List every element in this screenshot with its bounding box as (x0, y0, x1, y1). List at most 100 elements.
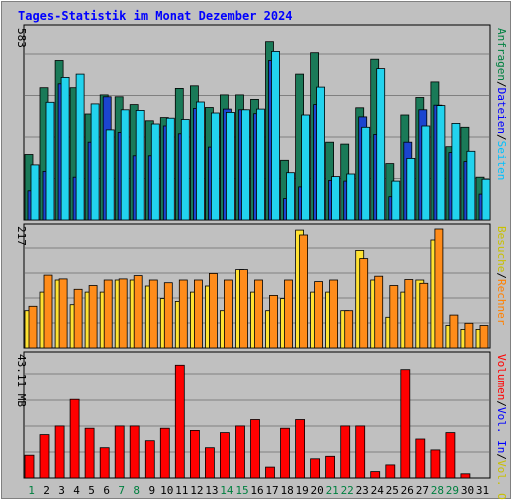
day-label: 11 (175, 484, 188, 497)
requests-legend: Anfragen/Dateien/Seiten (495, 28, 508, 180)
bar-rechner-day-14 (223, 279, 233, 349)
bar-rechner-day-10 (163, 282, 173, 349)
bar-seiten-day-4 (75, 73, 85, 221)
bar-seiten-day-22 (346, 173, 356, 221)
bar-rechner-day-6 (103, 279, 113, 349)
bar-rechner-day-17 (269, 294, 278, 349)
day-label: 2 (43, 484, 50, 497)
bar-volumen-day-10 (159, 427, 170, 479)
bar-volumen-day-7 (114, 425, 125, 479)
day-label: 17 (265, 484, 278, 497)
bar-volumen-day-15 (235, 425, 245, 479)
bar-volumen-day-17 (265, 466, 275, 479)
bar-rechner-day-5 (88, 285, 98, 349)
day-label: 10 (160, 484, 173, 497)
bar-rechner-day-3 (58, 278, 68, 349)
bar-seiten-day-26 (406, 157, 416, 221)
day-label: 25 (386, 484, 399, 497)
day-label: 1 (28, 484, 35, 497)
bar-volumen-day-19 (295, 419, 306, 479)
bar-seiten-day-14 (225, 112, 235, 221)
day-label: 7 (118, 484, 125, 497)
bar-volumen-day-20 (310, 458, 321, 479)
bar-seiten-day-17 (271, 51, 280, 221)
legend-entry: Volumen (495, 354, 508, 400)
bar-volumen-day-13 (204, 447, 215, 479)
bar-rechner-day-2 (43, 274, 53, 349)
bar-volumen-day-30 (460, 473, 471, 479)
bar-seiten-day-24 (376, 68, 386, 221)
day-label: 23 (356, 484, 369, 497)
legend-entry: Besuche (495, 226, 508, 272)
day-label: 31 (476, 484, 489, 497)
bar-volumen-day-14 (219, 432, 230, 479)
day-label: 14 (220, 484, 234, 497)
bar-seiten-day-30 (466, 150, 476, 221)
bar-volumen-day-11 (174, 364, 185, 479)
bar-seiten-day-7 (120, 109, 130, 221)
bar-volumen-day-21 (325, 455, 336, 479)
legend-entry: Vol. In (495, 407, 508, 453)
legend-entry: Vol. Out (495, 460, 508, 500)
day-label: 3 (58, 484, 65, 497)
day-label: 15 (235, 484, 248, 497)
bar-rechner-day-30 (464, 322, 474, 349)
day-label: 27 (416, 484, 429, 497)
bar-volumen-day-24 (370, 471, 381, 479)
day-label: 9 (148, 484, 155, 497)
bar-volumen-day-6 (99, 447, 110, 479)
day-label: 5 (88, 484, 95, 497)
bar-volumen-day-4 (69, 398, 80, 479)
bar-rechner-day-12 (193, 279, 203, 349)
bar-seiten-day-10 (165, 117, 175, 221)
bar-seiten-day-8 (135, 110, 145, 221)
day-label: 28 (431, 484, 444, 497)
day-label: 13 (205, 484, 218, 497)
volume-ymax-label: 43.11 MB (15, 354, 28, 407)
bar-seiten-day-31 (481, 178, 491, 221)
bar-volumen-day-29 (445, 432, 456, 479)
bar-rechner-day-15 (239, 269, 248, 349)
legend-entry: Rechner (495, 279, 508, 326)
day-label: 20 (310, 484, 323, 497)
day-labels: 1 2 3 4 5 6 7 8 9 10 11 12 13 14 15 16 17 18 19 20 21 22 23 24 2… (28, 484, 489, 497)
bar-volumen-day-26 (400, 369, 411, 479)
legend-entry: Seiten (495, 141, 508, 181)
chart-title: Tages-Statistik im Monat Dezember 2024 (18, 9, 293, 23)
bar-seiten-day-28 (436, 105, 446, 221)
bar-volumen-day-16 (250, 419, 260, 479)
day-label: 19 (295, 484, 308, 497)
bar-volumen-day-9 (144, 440, 155, 479)
legend-entry: / (495, 453, 508, 460)
bar-volumen-day-8 (129, 425, 140, 479)
bar-rechner-day-25 (389, 285, 399, 349)
bar-rechner-day-8 (133, 275, 143, 349)
bar-rechner-day-22 (344, 310, 354, 349)
day-label: 24 (371, 484, 385, 497)
bar-volumen-day-25 (385, 464, 396, 479)
bar-rechner-day-4 (73, 288, 83, 349)
bar-seiten-day-25 (391, 180, 401, 221)
requests-panel (23, 24, 491, 221)
day-label: 21 (326, 484, 339, 497)
bar-rechner-day-16 (254, 279, 263, 349)
visits-panel (23, 223, 491, 349)
bar-volumen-day-27 (415, 438, 426, 479)
bar-seiten-day-9 (150, 123, 160, 221)
legend-entry: / (495, 272, 508, 279)
bar-rechner-day-18 (284, 279, 293, 349)
bar-seiten-day-15 (241, 109, 250, 221)
bar-seiten-day-2 (45, 101, 55, 221)
bar-seiten-day-19 (301, 114, 311, 221)
bar-rechner-day-20 (314, 281, 324, 349)
bar-rechner-day-31 (479, 325, 489, 349)
bar-rechner-day-29 (449, 314, 459, 349)
legend-entry: Dateien (495, 88, 508, 134)
day-label: 30 (461, 484, 474, 497)
day-label: 18 (280, 484, 293, 497)
legend-entry: / (495, 134, 508, 141)
bar-rechner-day-1 (28, 305, 38, 349)
bar-seiten-day-6 (105, 129, 115, 221)
day-label: 16 (250, 484, 263, 497)
